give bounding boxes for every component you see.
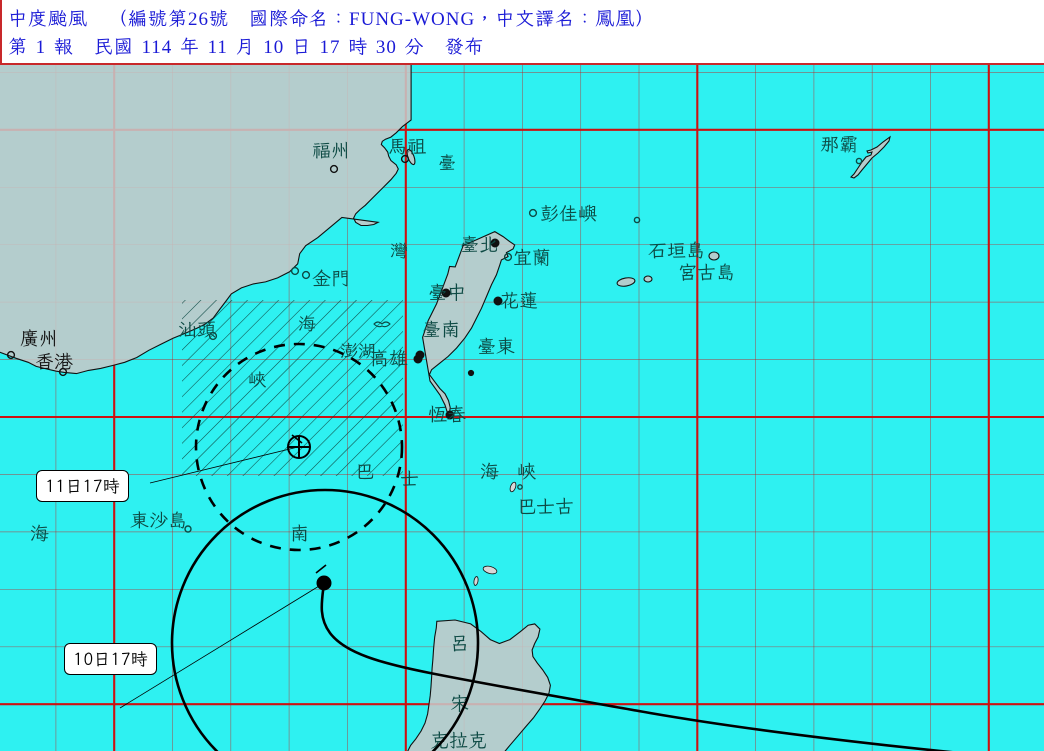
svg-text:廣州: 廣州: [20, 326, 58, 351]
svg-text:金門: 金門: [312, 266, 350, 291]
svg-text:臺中: 臺中: [428, 280, 466, 305]
svg-text:馬祖: 馬祖: [388, 134, 427, 159]
svg-text:峽: 峽: [517, 459, 537, 484]
svg-text:恆春: 恆春: [428, 402, 466, 427]
svg-text:彭佳嶼: 彭佳嶼: [540, 201, 597, 226]
svg-text:香港: 香港: [35, 349, 73, 374]
svg-text:克拉克: 克拉克: [430, 728, 487, 751]
svg-text:臺: 臺: [438, 151, 456, 175]
svg-text:呂: 呂: [450, 631, 469, 656]
svg-text:海: 海: [480, 459, 499, 484]
svg-text:花蓮: 花蓮: [500, 288, 538, 313]
svg-text:灣: 灣: [390, 239, 408, 263]
svg-text:那霸: 那霸: [820, 132, 858, 157]
svg-text:南: 南: [290, 521, 309, 546]
svg-text:宜蘭: 宜蘭: [513, 245, 551, 270]
svg-text:臺東: 臺東: [477, 334, 515, 359]
svg-text:福州: 福州: [312, 138, 350, 163]
svg-text:臺北: 臺北: [460, 232, 498, 257]
svg-text:巴士古: 巴士古: [517, 494, 574, 519]
svg-text:臺南: 臺南: [422, 317, 460, 342]
svg-text:宮古島: 宮古島: [678, 260, 735, 285]
svg-text:東沙島: 東沙島: [130, 508, 187, 533]
svg-text:海: 海: [30, 521, 49, 546]
